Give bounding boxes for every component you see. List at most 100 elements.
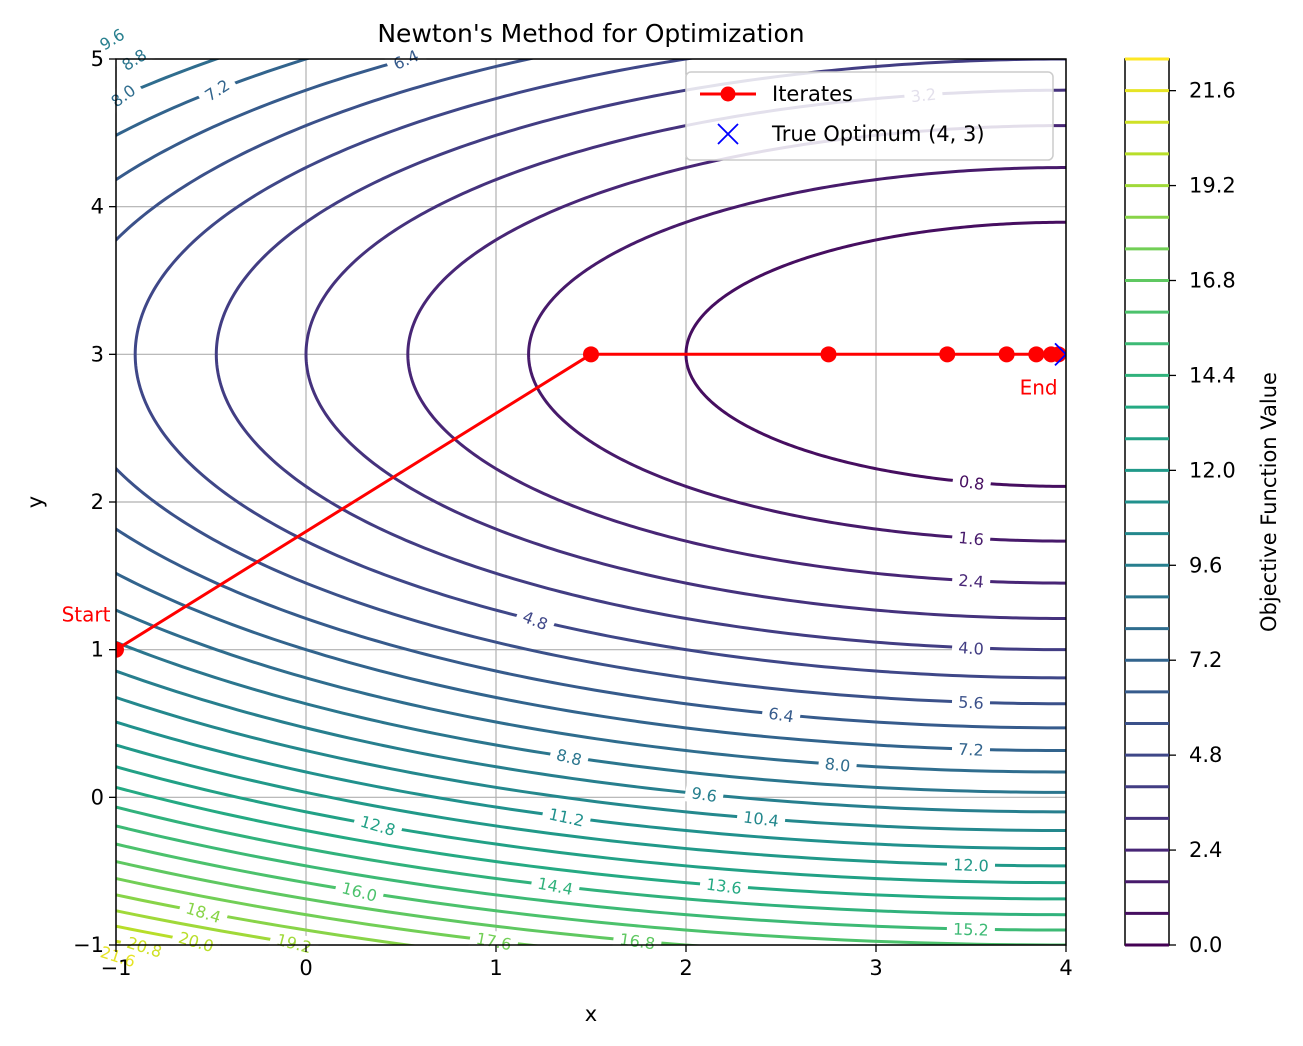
colorbar: 0.0 2.4 4.8 7.2 9.6 12.0 14.4 16.8 19.2 21.6 Obje… [1124,57,1281,957]
x-tick-label: −1 [101,956,132,980]
optimum-marker [1054,353,1066,366]
contour-label-bg [736,805,787,832]
x-tick-label: 4 [1059,956,1072,980]
x-tick-label: 1 [489,956,502,980]
contour-label: 6.4 [760,701,802,728]
contour-line [116,876,543,945]
iterate-point [998,346,1015,363]
contour-label-bg [951,569,991,593]
iterate-point [1028,346,1045,363]
contour-label-bg [352,809,404,842]
contour-label: 2.4 [951,569,991,593]
contour-line [214,59,1066,652]
contour-label-bg [951,469,992,495]
contour-label-text: 13.6 [705,875,743,898]
x-tick-label: 2 [679,956,692,980]
contour-label: 12.0 [946,853,996,876]
contour-label-bg [170,925,223,958]
chart-title: Newton's Method for Optimization [377,19,804,48]
contour-label-text: 7.2 [958,740,984,760]
contour-label-text: 10.4 [742,807,780,830]
contour-label-bg [951,691,991,714]
colorbar-tick-label: 0.0 [1189,933,1222,957]
contour-label: 11.2 [540,802,593,832]
contour-label-text: 1.6 [958,528,985,550]
contour-label-bg [760,701,802,728]
contour-label: 7.2 [951,738,991,761]
y-axis-label: y [23,496,47,508]
colorbar-label: Objective Function Value [1257,372,1281,632]
iterate-point [583,346,599,363]
colorbar-tick-label: 19.2 [1189,174,1236,198]
contour-label-text: 12.0 [953,855,989,875]
contour-label: 1.6 [951,526,992,551]
contour-line [527,166,1066,543]
x-tick-label: 0 [299,956,312,980]
colorbar-tick-label: 12.0 [1189,458,1236,482]
contour-label-text: 15.2 [953,920,989,940]
contour-label-text: 0.8 [958,472,986,495]
contour-label-bg [540,802,593,832]
colorbar-tick-label: 2.4 [1189,838,1222,862]
contour-label-bg [951,636,991,660]
contour-labels: 0.81.62.43.24.04.85.66.46.47.27.28.08.08… [90,20,996,974]
iterate-point [939,346,956,363]
colorbar-tick-label: 21.6 [1189,79,1236,103]
start-annotation: Start [62,603,111,627]
iterate-point [1050,346,1066,363]
contour-label: 8.0 [817,752,858,777]
iterate-point [820,346,837,363]
colorbar-tick-label: 7.2 [1189,648,1222,672]
contour-line [116,842,1066,945]
iterate-point [116,641,124,658]
x-tick-label: 3 [869,956,882,980]
contour-label-bg [514,603,557,637]
legend: Iterates True Optimum (4, 3) [685,71,1054,161]
contour-label-text: 4.0 [958,638,985,659]
contour-label-bg [946,853,996,876]
contour-label-bg [90,20,134,58]
contour-label: 0.8 [951,469,992,495]
contour-line [116,824,1066,932]
contour-line [116,59,1066,794]
contour-line [116,720,1066,851]
contour-label-bg [529,871,581,901]
contour-label-text: 6.4 [767,704,795,727]
contour-label-bg [612,927,663,955]
axis-ticks: −1 0 1 2 3 4 −1 0 1 2 3 4 5 [73,47,1073,980]
contour-label: 9.6 [683,781,725,808]
annotations: Start End [62,375,1058,626]
contour-label-bg [683,781,725,808]
contour-label-bg [698,872,750,899]
y-tick-label: 2 [91,490,104,514]
y-tick-label: 4 [91,195,104,219]
colorbar-tick-label: 14.4 [1189,363,1236,387]
contour-label-bg [333,875,386,908]
contour-label-bg [177,895,230,929]
contour-line [116,765,1066,885]
contour-label-bg [946,918,996,940]
legend-box [685,71,1054,161]
contour-label-text: 8.0 [824,754,851,776]
contour-line [116,785,1066,901]
contour-label-bg [468,926,520,956]
contour-line [133,59,1066,680]
contour-line [116,59,1066,753]
contour-label: 10.4 [736,805,787,832]
contour-label: 5.6 [951,691,991,714]
contour-label-bg [118,930,171,964]
contour-label: 16.8 [612,927,663,955]
contour-label: 13.6 [698,872,750,899]
contour-label-bg [92,939,144,974]
legend-iterates-marker [720,86,736,102]
contour-line [116,669,1066,814]
colorbar-ticks: 0.0 2.4 4.8 7.2 9.6 12.0 14.4 16.8 19.2 21.6 [1169,79,1236,957]
contour-line [116,59,1066,774]
contour-label-bg [268,927,320,959]
contour-label-text: 16.8 [618,930,656,954]
contour-line [116,59,1066,730]
y-tick-label: 3 [91,342,104,366]
contour-label: 15.2 [946,918,996,940]
contour-label: 8.8 [548,742,591,772]
